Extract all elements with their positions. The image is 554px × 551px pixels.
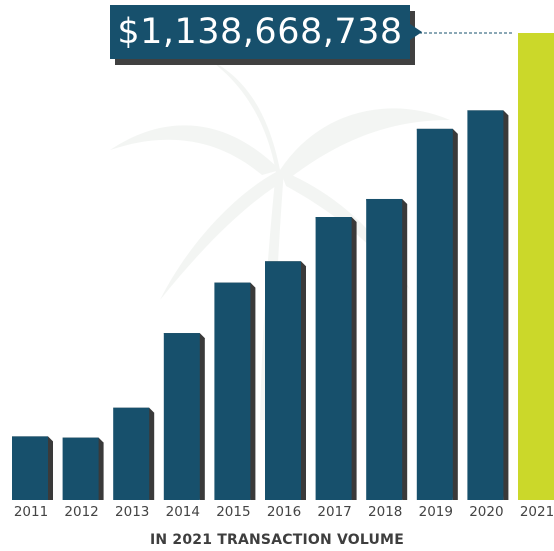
x-tick-label-2011: 2011 [14,504,48,520]
bar-2019 [416,128,453,500]
x-tick-label-2012: 2012 [64,504,98,520]
tick-labels-layer: 2011 2012 2013 2014 2015 2016 2017 2018 2019 2020… [14,504,554,520]
callout-box: $1,138,668,738 [110,5,410,59]
x-tick-label-2017: 2017 [317,504,351,520]
x-tick-label-2014: 2014 [166,504,200,520]
bars-layer [12,33,554,500]
bar-2015 [214,282,251,500]
bar-2016 [265,261,301,500]
x-tick-label-2016: 2016 [267,504,301,520]
x-tick-label-2013: 2013 [115,504,149,520]
bar-2021 [518,33,554,500]
bar-2017 [315,217,352,500]
bar-2020 [467,110,504,500]
callout-pointer [410,24,422,40]
x-tick-label-2021: 2021 [520,504,554,520]
x-tick-label-2019: 2019 [419,504,453,520]
x-tick-label-2015: 2015 [216,504,250,520]
bar-2018 [366,198,403,500]
bar-2014 [163,333,200,500]
bar-2012 [62,437,99,500]
bar-2011 [12,436,48,500]
callout-value: $1,138,668,738 [117,12,403,52]
x-tick-label-2018: 2018 [368,504,402,520]
total-volume-callout: $1,138,668,738 [110,5,422,65]
x-tick-label-2020: 2020 [469,504,503,520]
chart-caption: IN 2021 TRANSACTION VOLUME [150,532,404,548]
bar-2013 [113,407,150,500]
